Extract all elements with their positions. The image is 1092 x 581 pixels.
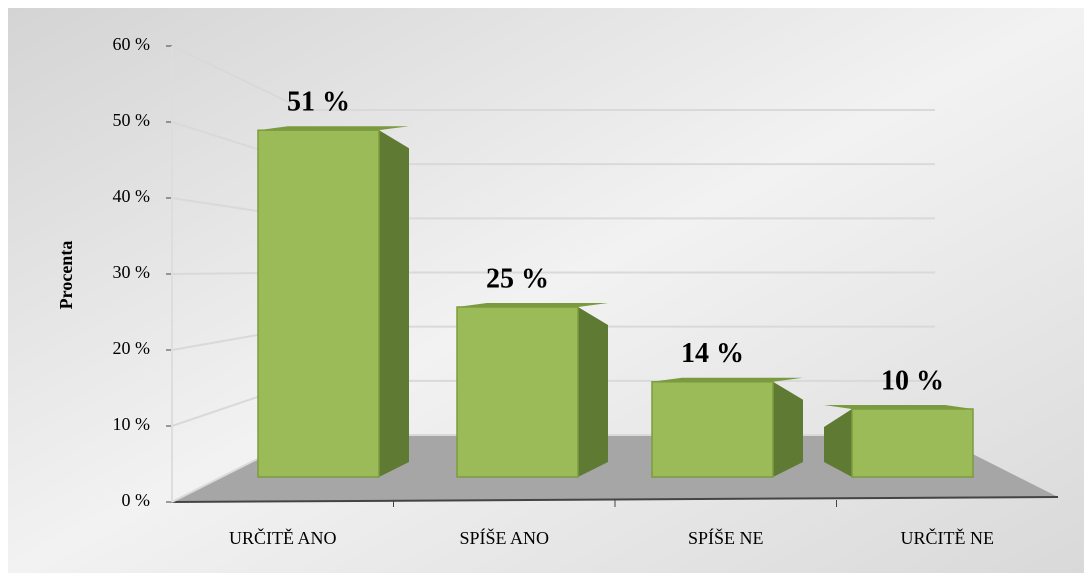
bar-side (578, 307, 608, 477)
y-tick-label: 10 % (113, 414, 151, 434)
x-axis (171, 496, 1059, 503)
y-tick-label: 20 % (113, 338, 151, 358)
value-label: 51 % (287, 87, 350, 118)
y-tick-label: 60 % (113, 34, 151, 54)
value-label: 14 % (681, 338, 744, 369)
x-tick-label: SPÍŠE ANO (459, 527, 549, 548)
y-tick-label: 50 % (113, 110, 151, 130)
bar-side (773, 381, 803, 477)
bar-top (824, 405, 973, 409)
bar (257, 129, 380, 478)
grid-line (171, 45, 935, 111)
value-label: 25 % (486, 263, 549, 294)
bar-top (652, 377, 803, 382)
value-label: 10 % (881, 365, 944, 396)
x-tick-label: URČITĚ NE (901, 527, 995, 548)
y-axis-label: Procenta (56, 241, 76, 310)
x-tick-label: SPÍŠE NE (688, 527, 764, 548)
y-tick-label: 30 % (113, 262, 151, 282)
y-tick-label: 40 % (113, 186, 151, 206)
bar-top (258, 126, 409, 131)
bar-top (457, 303, 608, 307)
bar (851, 408, 974, 478)
bar (651, 381, 774, 478)
bar-side (379, 130, 409, 477)
bar-side (824, 409, 852, 477)
bar (456, 306, 579, 478)
x-tick-label: URČITĚ ANO (229, 527, 337, 548)
y-tick-label: 0 % (122, 490, 151, 510)
